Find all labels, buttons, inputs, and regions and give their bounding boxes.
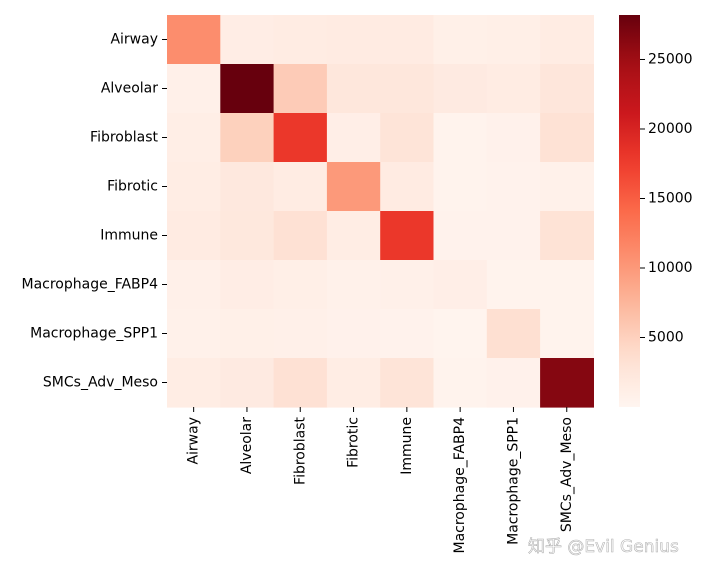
- heatmap-cell-4-7: [540, 211, 594, 261]
- heatmap-cell-7-1: [220, 358, 275, 408]
- heatmap-cell-4-2: [273, 211, 328, 261]
- heatmap-cell-2-2: [273, 113, 328, 163]
- heatmap-cell-4-4: [380, 211, 435, 261]
- heatmap-cell-0-7: [540, 15, 594, 65]
- heatmap-cell-4-3: [326, 211, 381, 261]
- heatmap-cell-7-3: [326, 358, 381, 408]
- heatmap-cell-7-0: [167, 358, 221, 408]
- heatmap-cell-0-5: [433, 15, 488, 65]
- heatmap-cell-0-3: [326, 15, 381, 65]
- heatmap-cell-4-0: [167, 211, 221, 261]
- heatmap-cell-1-4: [380, 64, 435, 114]
- heatmap-cell-2-0: [167, 113, 221, 163]
- heatmap-cell-6-5: [433, 309, 488, 359]
- heatmap-cell-1-5: [433, 64, 488, 114]
- heatmap-cell-0-2: [273, 15, 328, 65]
- heatmap-cell-2-7: [540, 113, 594, 163]
- column-labels: Airway Alveolar Fibroblast Fibrotic Immune Ma…: [186, 407, 575, 554]
- row-label: Immune: [100, 228, 158, 244]
- column-label: Macrophage_SPP1: [505, 417, 521, 545]
- colorbar-tick-label: 20000: [648, 121, 693, 137]
- column-label: Macrophage_FABP4: [452, 417, 468, 554]
- heatmap-cell-1-2: [273, 64, 328, 114]
- heatmap-cell-1-1: [220, 64, 275, 114]
- column-label: SMCs_Adv_Meso: [559, 417, 575, 532]
- heatmap-cell-3-4: [380, 162, 435, 212]
- heatmap-cell-7-4: [380, 358, 435, 408]
- colorbar-gradient: [619, 15, 640, 407]
- heatmap-cell-0-4: [380, 15, 435, 65]
- row-label: SMCs_Adv_Meso: [43, 375, 158, 391]
- heatmap-cell-6-0: [167, 309, 221, 359]
- colorbar-tick-label: 15000: [648, 190, 693, 206]
- heatmap-cell-7-6: [486, 358, 541, 408]
- row-label: Fibroblast: [90, 130, 158, 146]
- heatmap-cell-3-3: [326, 162, 381, 212]
- heatmap-cell-2-5: [433, 113, 488, 163]
- heatmap-cell-5-6: [486, 260, 541, 310]
- heatmap-cell-3-1: [220, 162, 275, 212]
- column-label: Airway: [186, 417, 202, 465]
- row-labels: Airway Alveolar Fibroblast Fibrotic Immune Ma…: [21, 32, 167, 391]
- heatmap-cell-5-2: [273, 260, 328, 310]
- heatmap-cell-2-6: [486, 113, 541, 163]
- heatmap-cell-5-0: [167, 260, 221, 310]
- colorbar-tick-label: 5000: [648, 329, 684, 345]
- watermark: 知乎 @Evil Genius: [528, 537, 679, 557]
- heatmap-cell-0-1: [220, 15, 275, 65]
- heatmap-cells: [167, 15, 594, 408]
- row-label: Airway: [110, 32, 158, 48]
- row-label: Macrophage_SPP1: [30, 326, 158, 342]
- heatmap-cell-1-0: [167, 64, 221, 114]
- colorbar-tick-label: 25000: [648, 51, 693, 67]
- column-label: Immune: [399, 417, 415, 475]
- heatmap-cell-4-6: [486, 211, 541, 261]
- heatmap-cell-1-7: [540, 64, 594, 114]
- column-label: Fibrotic: [346, 417, 362, 468]
- heatmap-cell-7-2: [273, 358, 328, 408]
- row-label: Macrophage_FABP4: [21, 277, 158, 293]
- heatmap-cell-5-1: [220, 260, 275, 310]
- heatmap-cell-6-2: [273, 309, 328, 359]
- heatmap-cell-5-7: [540, 260, 594, 310]
- heatmap-cell-2-1: [220, 113, 275, 163]
- colorbar: 5000 10000 15000 20000 25000: [619, 15, 693, 407]
- row-label: Fibrotic: [107, 179, 158, 195]
- heatmap-cell-5-5: [433, 260, 488, 310]
- heatmap-cell-7-5: [433, 358, 488, 408]
- heatmap-cell-3-5: [433, 162, 488, 212]
- heatmap-cell-2-4: [380, 113, 435, 163]
- heatmap-cell-4-1: [220, 211, 275, 261]
- heatmap-cell-3-0: [167, 162, 221, 212]
- heatmap-cell-5-3: [326, 260, 381, 310]
- heatmap-cell-6-4: [380, 309, 435, 359]
- heatmap-cell-0-6: [486, 15, 541, 65]
- colorbar-tick-label: 10000: [648, 260, 693, 276]
- row-label: Alveolar: [101, 81, 158, 97]
- heatmap-cell-6-7: [540, 309, 594, 359]
- heatmap-cell-6-6: [486, 309, 541, 359]
- heatmap-cell-1-6: [486, 64, 541, 114]
- column-label: Alveolar: [239, 417, 255, 474]
- heatmap-cell-4-5: [433, 211, 488, 261]
- heatmap-cell-3-7: [540, 162, 594, 212]
- heatmap-cell-3-6: [486, 162, 541, 212]
- heatmap-cell-2-3: [326, 113, 381, 163]
- column-label: Fibroblast: [292, 416, 308, 484]
- heatmap-cell-6-1: [220, 309, 275, 359]
- heatmap-cell-5-4: [380, 260, 435, 310]
- heatmap-cell-7-7: [540, 358, 594, 408]
- heatmap-cell-1-3: [326, 64, 381, 114]
- heatmap-cell-3-2: [273, 162, 328, 212]
- heatmap-cell-6-3: [326, 309, 381, 359]
- heatmap-cell-0-0: [167, 15, 221, 65]
